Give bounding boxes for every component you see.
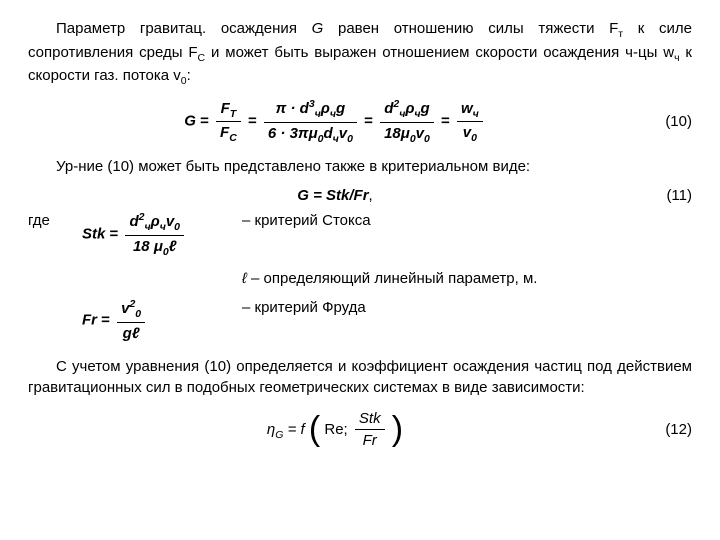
t: ℓ	[169, 238, 177, 255]
def-ell: ℓ – определяющий линейный параметр, м.	[28, 268, 692, 289]
s: 0	[347, 133, 353, 145]
paragraph-1: Параметр гравитац. осаждения G равен отн…	[28, 18, 692, 89]
eq-sign: =	[441, 113, 454, 130]
t: π · d	[276, 100, 309, 117]
f: = f	[288, 420, 305, 437]
eq-sign: =	[110, 226, 123, 243]
s: 0	[135, 308, 141, 320]
eq-number-10: (10)	[642, 111, 692, 132]
equation-12: ηG = f ( Re; Stk Fr ) (12)	[28, 406, 692, 454]
d: Fr	[355, 430, 385, 451]
where-label: где	[28, 210, 82, 231]
eta: η	[267, 420, 275, 437]
s: T	[230, 108, 236, 120]
s: 0	[471, 132, 477, 144]
s: ч	[473, 108, 479, 120]
fr-frac: v20 gℓ	[117, 297, 145, 344]
def-stokes: где Stk = d2чρчv0 18 μ0ℓ – критерий Сток…	[28, 210, 692, 259]
re: Re;	[324, 420, 352, 437]
stk-formula: Stk = d2чρчv0 18 μ0ℓ	[82, 210, 242, 259]
eq11-text: G = Stk/Fr	[297, 187, 368, 204]
frac-3: d2чρчg 18μ0v0	[380, 97, 434, 146]
paren-right: )	[392, 410, 403, 448]
paragraph-3: С учетом уравнения (10) определяется и к…	[28, 356, 692, 398]
lhs: G	[184, 113, 196, 130]
eq11-body: G = Stk/Fr,	[28, 185, 642, 206]
stk-frac: d2чρчv0 18 μ0ℓ	[125, 210, 184, 259]
sub: C	[198, 52, 206, 64]
n: F	[221, 100, 230, 117]
where-block: где Stk = d2чρчv0 18 μ0ℓ – критерий Сток…	[28, 208, 692, 345]
t: ρ	[321, 100, 330, 117]
t: d	[384, 100, 393, 117]
eq-number-12: (12)	[642, 419, 692, 440]
eq-sign: =	[101, 311, 114, 328]
equation-11: G = Stk/Fr, (11)	[28, 185, 692, 206]
s: C	[229, 132, 237, 144]
text: равен отношению силы тяжести F	[323, 20, 618, 37]
eq-sign: =	[248, 113, 261, 130]
lhs: Stk	[82, 226, 105, 243]
equation-10: G = FT FC = π · d3чρчg 6 · 3πμ0dчv0 = d2…	[28, 97, 692, 146]
t: v	[416, 125, 424, 142]
t: – определяющий линейный параметр, м.	[247, 270, 538, 287]
t: g	[123, 325, 132, 342]
eq-sign: =	[200, 113, 213, 130]
frac-2: π · d3чρчg 6 · 3πμ0dчv0	[264, 97, 357, 146]
t: w	[461, 100, 473, 117]
eq12-frac: Stk Fr	[355, 408, 385, 451]
fr-formula: Fr = v20 gℓ	[82, 297, 242, 344]
t: ρ	[151, 213, 160, 230]
def-froude: Fr = v20 gℓ – критерий Фруда	[28, 297, 692, 344]
ell-text: ℓ – определяющий линейный параметр, м.	[242, 268, 692, 289]
text: Параметр гравитац. осаждения	[56, 20, 312, 37]
s: 0	[424, 133, 430, 145]
t: v	[166, 213, 174, 230]
text: :	[187, 67, 191, 84]
eq-number-11: (11)	[642, 185, 692, 206]
lhs: Fr	[82, 311, 97, 328]
text: и может быть выражен отношением скорости…	[205, 44, 674, 61]
fr-text: – критерий Фруда	[242, 297, 692, 318]
t: 18μ	[384, 125, 410, 142]
eq12-body: ηG = f ( Re; Stk Fr )	[28, 406, 642, 454]
frac-4: wч v0	[457, 98, 483, 146]
t: ℓ	[132, 325, 140, 342]
t: v	[339, 125, 347, 142]
n: F	[220, 124, 229, 141]
t: 18 μ	[133, 238, 163, 255]
t: d	[323, 125, 332, 142]
t: v	[463, 124, 471, 141]
stk-text: – критерий Стокса	[242, 210, 692, 231]
s: 0	[174, 221, 180, 233]
t: d	[129, 213, 138, 230]
t: g	[336, 100, 345, 117]
paren-left: (	[309, 410, 320, 448]
comma: ,	[369, 187, 373, 204]
paragraph-2: Ур-ние (10) может быть представлено такж…	[28, 156, 692, 177]
frac-1: FT FC	[216, 98, 241, 146]
n: Stk	[355, 408, 385, 430]
eq-sign: =	[364, 113, 377, 130]
eq10-body: G = FT FC = π · d3чρчg 6 · 3πμ0dчv0 = d2…	[28, 97, 642, 146]
sub-G: G	[275, 428, 283, 440]
t: g	[421, 100, 430, 117]
var-G: G	[312, 20, 324, 37]
t: 6 · 3πμ	[268, 125, 318, 142]
